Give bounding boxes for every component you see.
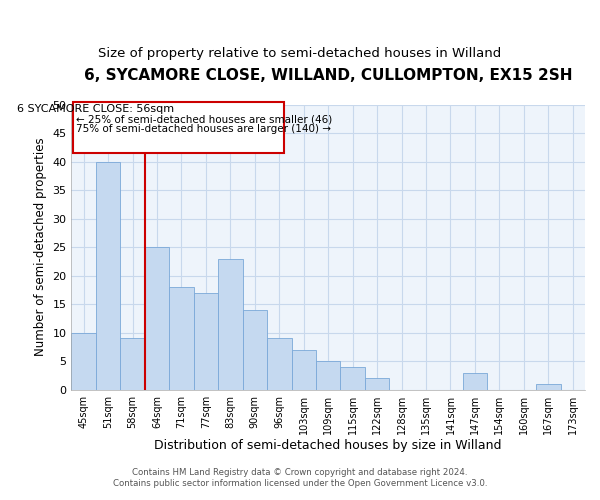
Y-axis label: Number of semi-detached properties: Number of semi-detached properties <box>34 138 47 356</box>
Bar <box>71 332 96 390</box>
Text: Size of property relative to semi-detached houses in Willand: Size of property relative to semi-detach… <box>98 48 502 60</box>
Text: 75% of semi-detached houses are larger (140) →: 75% of semi-detached houses are larger (… <box>76 124 331 134</box>
Bar <box>96 162 121 390</box>
Bar <box>463 372 487 390</box>
Bar <box>316 361 340 390</box>
Bar <box>169 287 194 390</box>
Bar <box>121 338 145 390</box>
Bar <box>365 378 389 390</box>
X-axis label: Distribution of semi-detached houses by size in Willand: Distribution of semi-detached houses by … <box>154 440 502 452</box>
Bar <box>292 350 316 390</box>
Bar <box>194 292 218 390</box>
Bar <box>340 367 365 390</box>
Text: Contains HM Land Registry data © Crown copyright and database right 2024.
Contai: Contains HM Land Registry data © Crown c… <box>113 468 487 487</box>
Text: 6 SYCAMORE CLOSE: 56sqm: 6 SYCAMORE CLOSE: 56sqm <box>17 104 175 114</box>
Bar <box>218 258 242 390</box>
Text: ← 25% of semi-detached houses are smaller (46): ← 25% of semi-detached houses are smalle… <box>76 114 332 124</box>
FancyBboxPatch shape <box>73 102 284 153</box>
Title: 6, SYCAMORE CLOSE, WILLAND, CULLOMPTON, EX15 2SH: 6, SYCAMORE CLOSE, WILLAND, CULLOMPTON, … <box>84 68 572 82</box>
Bar <box>267 338 292 390</box>
Bar <box>536 384 560 390</box>
Bar <box>242 310 267 390</box>
Bar <box>145 247 169 390</box>
